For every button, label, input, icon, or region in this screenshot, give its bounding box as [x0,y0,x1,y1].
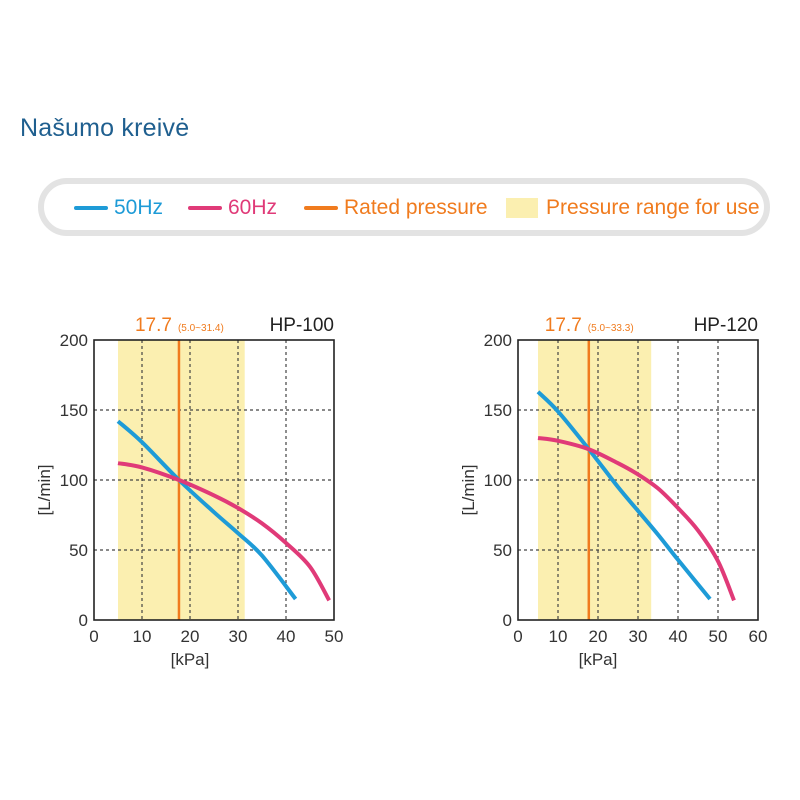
x-tick-label: 20 [589,627,608,646]
legend-label-rated-pressure: Rated pressure [344,196,488,219]
chart-title: HP-100 [270,315,334,336]
x-tick-label: 40 [669,627,688,646]
legend-item-60hz: 60Hz [188,195,277,221]
series-line-60hz [117,461,331,602]
legend-label-pressure-range: Pressure range for use [546,196,760,219]
y-tick-label: 100 [60,471,88,490]
pressure-range-label: (5.0~33.3) [588,323,634,334]
x-tick-label: 30 [229,627,248,646]
pressure-range-label: (5.0~31.4) [178,323,224,334]
x-tick-label: 20 [181,627,200,646]
y-tick-label: 50 [493,541,512,560]
y-tick-label: 150 [484,401,512,420]
legend-swatch-pressure-range [506,198,538,218]
page-title: Našumo kreivė [20,114,190,142]
y-tick-label: 100 [484,471,512,490]
chart-0: 0 10 20 30 40 50 0 50 100 150 200 [kPa] [L/min] HP-10… [35,315,343,669]
rated-pressure-label: 17.7 [545,315,582,336]
x-tick-label: 10 [133,627,152,646]
x-tick-label: 30 [629,627,648,646]
legend-item-50hz: 50Hz [74,195,163,221]
series-line-60hz [537,436,736,602]
legend-item-pressure-range: Pressure range for use [506,195,760,221]
x-axis-label: [kPa] [171,650,210,669]
chart-1: 0 10 20 30 40 50 60 0 50 100 150 200 [kPa] [L/min] HP-… [459,315,767,669]
x-tick-label: 50 [709,627,728,646]
plot-frame [517,339,759,621]
legend-swatch-50hz [74,206,108,210]
chart-title: HP-120 [694,315,758,336]
legend: 50Hz 60Hz Rated pressure Pressure range … [38,178,770,236]
series-line-50hz [116,419,298,601]
y-tick-label: 200 [484,331,512,350]
y-tick-label: 0 [503,611,512,630]
legend-label-50hz: 50Hz [114,196,164,219]
y-tick-label: 0 [79,611,88,630]
x-tick-label: 0 [89,627,98,646]
x-tick-label: 50 [325,627,344,646]
x-tick-label: 0 [513,627,522,646]
plot-frame [93,339,335,621]
legend-label-60hz: 60Hz [228,196,278,219]
x-tick-label: 40 [277,627,296,646]
legend-swatch-60hz [188,206,222,210]
series-line-50hz [536,390,712,601]
y-axis-label: [L/min] [35,464,54,515]
x-axis-label: [kPa] [579,650,618,669]
y-axis-label: [L/min] [459,464,478,515]
x-tick-label: 10 [549,627,568,646]
y-tick-label: 150 [60,401,88,420]
x-tick-label: 60 [749,627,768,646]
legend-swatch-rated-pressure [304,206,338,210]
rated-pressure-label: 17.7 [135,315,172,336]
legend-item-rated-pressure: Rated pressure [304,195,488,221]
y-tick-label: 50 [69,541,88,560]
y-tick-label: 200 [60,331,88,350]
